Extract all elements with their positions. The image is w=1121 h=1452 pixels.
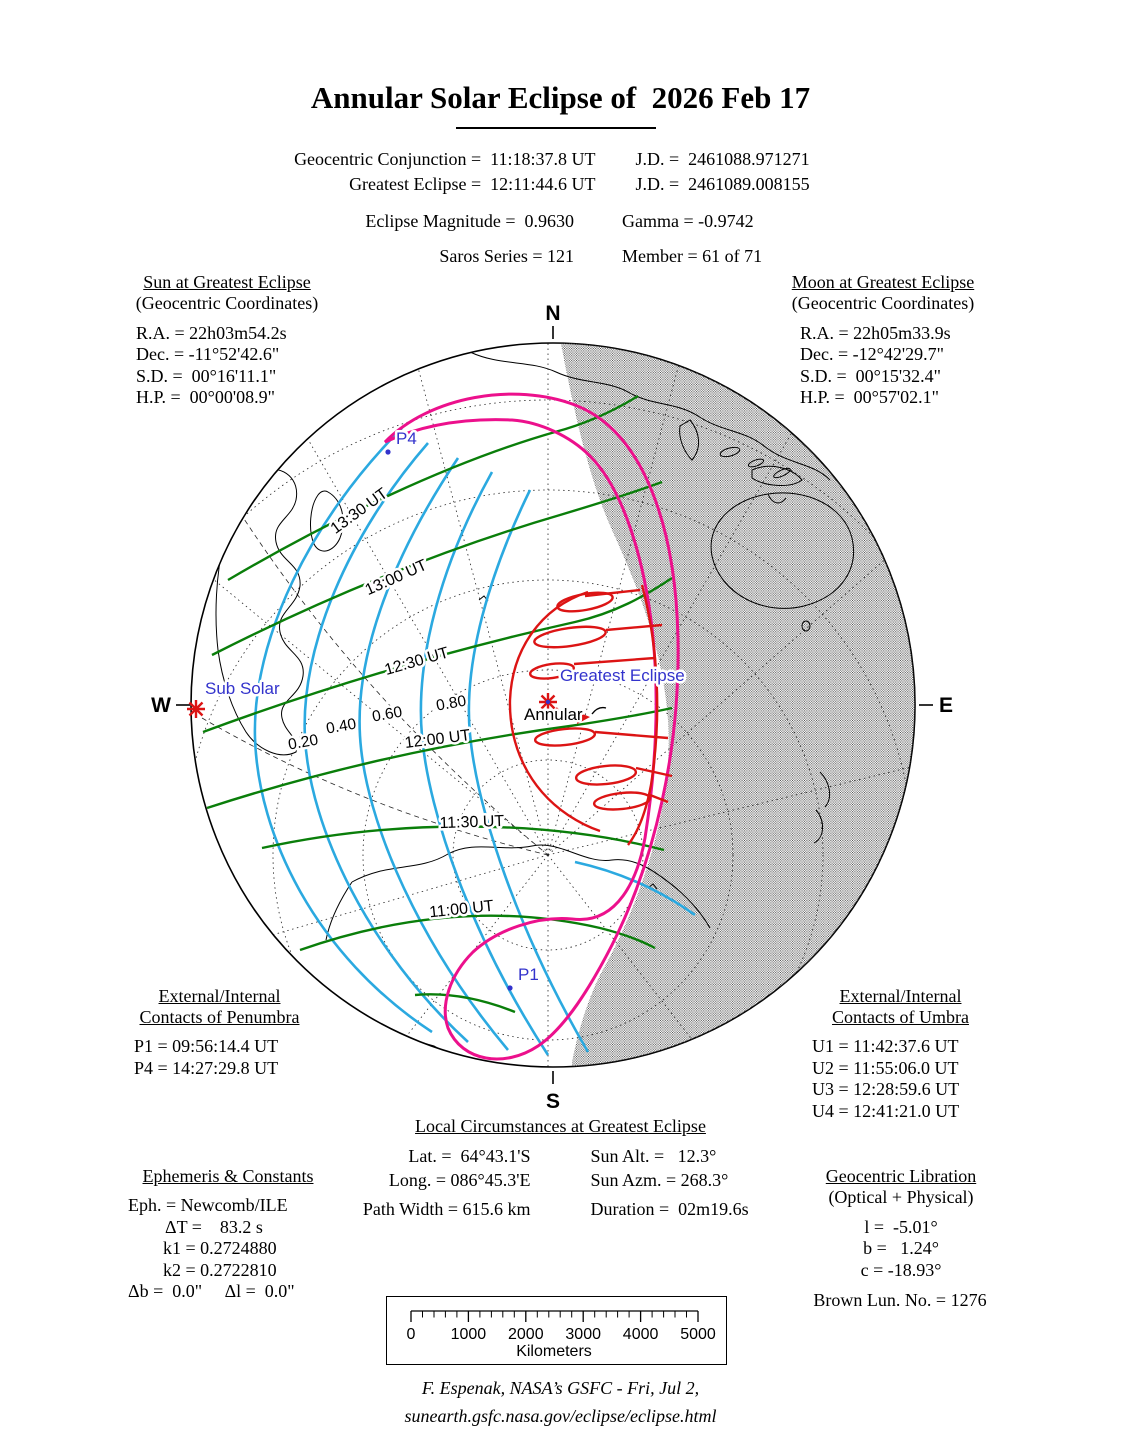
stat-line: U4 = 12:41:21.0 UT [812,1100,960,1121]
ruler-major-ticks [410,1311,699,1322]
ut-label: 11:30 UT [439,813,504,832]
stat-line: Δb = 0.0" Δl = 0.0" [128,1281,295,1301]
stat-line: l = -5.01° [864,1216,938,1237]
scale-tick-label: 3000 [565,1326,601,1343]
libration-subtitle: (Optical + Physical) [828,1187,974,1207]
p4-point [385,449,391,455]
stat-line: Brown Lun. No. = 1276 [813,1290,987,1310]
annular-pointer [591,706,607,715]
umbra-contacts-block: External/Internal Contacts of Umbra U1 =… [798,986,1003,1122]
moon-block-subtitle: (Geocentric Coordinates) [791,293,975,313]
page-title: Annular Solar Eclipse of 2026 Feb 17 [310,80,811,115]
sub-solar-label: Sub Solar [205,679,280,698]
compass-west-label: W [151,694,171,717]
penumbra-contacts-block: External/Internal Contacts of Penumbra P… [112,986,327,1079]
umbra-contacts-title: Contacts of Umbra [832,1007,969,1027]
stat-line: S.D. = 00°15'32.4" [800,365,941,386]
stat-line: H.P. = 00°57'02.1" [800,387,939,407]
stat-line: Dec. = -12°42'29.7" [800,344,944,364]
scale-ruler: 0 1000 2000 3000 4000 5000 Kilometers [407,1310,716,1360]
sun-block: Sun at Greatest Eclipse (Geocentric Coor… [118,272,336,409]
scale-tick-label: 4000 [623,1326,659,1343]
stat-long: Long. = 086°45.3'E [388,1170,531,1190]
stat-sun-azm: Sun Azm. = 268.3° [590,1170,729,1190]
stat-greatest-eclipse: Greatest Eclipse = 12:11:44.6 UT [349,174,596,194]
stat-line: R.A. = 22h05m33.9s [800,322,951,343]
scale-unit-label: Kilometers [516,1343,592,1360]
stat-conjunction: Geocentric Conjunction = 11:18:37.8 UT [294,149,596,169]
stat-path-width: Path Width = 615.6 km [362,1199,531,1219]
header-row: Eclipse Magnitude = 0.9630 Gamma = -0.97… [0,211,1121,232]
stat-line: k2 = 0.2722810 [163,1259,277,1280]
greatest-eclipse-marker [539,693,557,711]
stat-line: U2 = 11:55:06.0 UT [812,1057,959,1078]
compass-south-label: S [546,1090,560,1113]
scale-tick-label: 5000 [680,1326,716,1343]
stat-line: P4 = 14:27:29.8 UT [134,1057,279,1078]
stat-line: S.D. = 00°16'11.1" [136,365,277,386]
brown-lunation: Brown Lun. No. = 1276 [770,1290,1030,1312]
ephemeris-block: Ephemeris & Constants Eph. = Newcomb/ILE… [108,1166,348,1303]
moon-block-title: Moon at Greatest Eclipse [791,272,975,292]
scale-tick-label: 0 [407,1326,416,1343]
penumbra-limit-curve [383,392,680,1061]
stat-saros: Saros Series = 121 [439,246,574,266]
footer-url: sunearth.gsfc.nasa.gov/eclipse/eclipse.h… [404,1406,717,1426]
sub-solar-marker [187,700,205,718]
scale-tick-label: 2000 [508,1326,544,1343]
compass-ticks [176,326,933,1084]
stat-conjunction-jd: J.D. = 2461088.971271 [635,149,810,169]
umbra-contacts-title: External/Internal [839,986,962,1006]
penumbra-contacts-title: Contacts of Penumbra [139,1007,300,1027]
eclipse-map: N S W E Sub Solar Greatest Eclipse Annul… [151,302,953,1113]
compass-north-label: N [545,302,560,325]
penumbra-contacts-title: External/Internal [158,986,281,1006]
magnitude-isolines [253,427,696,1056]
local-circumstances-row: Lat. = 64°43.1'S Sun Alt. = 12.3° [0,1146,1121,1167]
stat-sun-alt: Sun Alt. = 12.3° [590,1146,717,1166]
libration-block: Geocentric Libration (Optical + Physical… [796,1166,1006,1281]
p1-point [507,985,513,991]
sun-block-title: Sun at Greatest Eclipse [143,272,311,292]
header-row: Saros Series = 121 Member = 61 of 71 [0,246,1121,267]
stat-line: R.A. = 22h03m54.2s [136,322,287,343]
local-circumstances-row: Path Width = 615.6 km Duration = 02m19.6… [0,1199,1121,1220]
stat-line: P1 = 09:56:14.4 UT [134,1036,279,1056]
compass-east-label: E [939,694,953,717]
stat-greatest-eclipse-jd: J.D. = 2461089.008155 [635,174,810,194]
greatest-eclipse-label: Greatest Eclipse [560,666,685,685]
stat-magnitude: Eclipse Magnitude = 0.9630 [365,211,574,231]
scale-bar: 0 1000 2000 3000 4000 5000 Kilometers [386,1296,727,1365]
stat-line: Eph. = Newcomb/ILE [128,1195,288,1215]
stat-line: ΔT = 83.2 s [165,1216,263,1237]
ephemeris-title: Ephemeris & Constants [142,1166,314,1186]
title-rule [456,127,656,129]
stat-gamma: Gamma = -0.9742 [622,211,754,231]
stat-member: Member = 61 of 71 [622,246,763,266]
moon-block: Moon at Greatest Eclipse (Geocentric Coo… [772,272,994,409]
header-row: Geocentric Conjunction = 11:18:37.8 UT J… [0,149,1121,170]
scale-tick-label: 1000 [451,1326,487,1343]
local-circumstances-title: Local Circumstances at Greatest Eclipse [415,1116,706,1136]
p4-label: P4 [396,429,417,448]
footer-credit: F. Espenak, NASA’s GSFC - Fri, Jul 2, [421,1378,700,1398]
libration-title: Geocentric Libration [825,1166,977,1186]
central-path [508,584,673,846]
stat-lat: Lat. = 64°43.1'S [408,1146,531,1166]
ruler-minor-ticks [422,1311,687,1318]
local-circumstances-row: Long. = 086°45.3'E Sun Azm. = 268.3° [0,1170,1121,1191]
header-row: Greatest Eclipse = 12:11:44.6 UT J.D. = … [0,174,1121,195]
time-contours [202,394,673,1014]
sun-block-subtitle: (Geocentric Coordinates) [135,293,319,313]
p1-label: P1 [518,965,539,984]
stat-line: U1 = 11:42:37.6 UT [812,1036,959,1056]
stat-line: b = 1.24° [863,1238,939,1258]
stat-line: k1 = 0.2724880 [163,1238,277,1258]
stat-duration: Duration = 02m19.6s [590,1199,749,1219]
stat-line: c = -18.93° [860,1259,942,1280]
annular-label: Annular [524,705,583,724]
stat-line: Dec. = -11°52'42.6" [136,344,280,364]
stat-line: U3 = 12:28:59.6 UT [812,1079,960,1099]
stat-line: H.P. = 00°00'08.9" [136,387,275,407]
